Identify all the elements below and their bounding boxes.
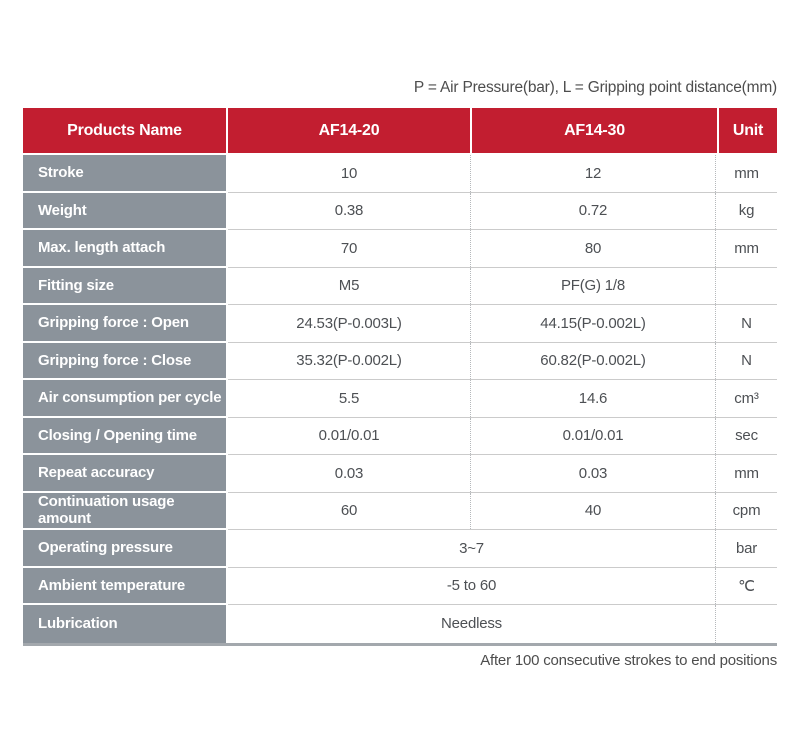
- unit-cell: N: [715, 342, 777, 379]
- value-cell: 0.72: [470, 192, 715, 229]
- table-row: Operating pressure 3~7 bar: [23, 530, 777, 568]
- row-label: Fitting size: [23, 267, 226, 305]
- row-label: Gripping force : Close: [23, 342, 226, 380]
- value-cell: 10: [340, 164, 358, 182]
- footer-note: After 100 consecutive strokes to end pos…: [480, 652, 777, 669]
- header-af14-30: AF14-30: [472, 108, 717, 153]
- table-row: Air consumption per cycle 5.5 14.6 cm³: [23, 380, 777, 418]
- unit-cell: [715, 267, 777, 304]
- value-cell: 60: [340, 502, 358, 520]
- header-af14-20: AF14-20: [228, 108, 470, 153]
- unit-cell: sec: [715, 417, 777, 454]
- row-values: 0.01/0.01 0.01/0.01 sec: [228, 417, 777, 455]
- value-cell: PF(G) 1/8: [470, 267, 715, 304]
- row-label: Gripping force : Open: [23, 305, 226, 343]
- value-cell: 0.03: [334, 464, 364, 482]
- table-row: Max. length attach 70 80 mm: [23, 230, 777, 268]
- unit-cell: mm: [715, 230, 777, 267]
- value-cell: 3~7: [459, 539, 484, 557]
- table-row: Weight 0.38 0.72 kg: [23, 192, 777, 230]
- table-row: Gripping force : Open 24.53(P-0.003L) 44.1…: [23, 305, 777, 343]
- value-cell: -5 to 60: [446, 577, 497, 595]
- pressure-legend-note: P = Air Pressure(bar), L = Gripping poin…: [413, 79, 777, 96]
- header-unit: Unit: [719, 108, 777, 153]
- value-cell: Needless: [441, 615, 502, 633]
- value-cell: 35.32(P-0.002L): [296, 352, 402, 370]
- row-values: 0.03 0.03 mm: [228, 455, 777, 493]
- unit-cell: mm: [715, 155, 777, 192]
- product-spec-table: Products Name AF14-20 AF14-30 Unit Strok…: [23, 108, 777, 646]
- unit-cell: mm: [715, 455, 777, 492]
- unit-cell: cm³: [715, 380, 777, 417]
- row-label: Ambient temperature: [23, 567, 226, 605]
- value-cell: 0.01/0.01: [318, 427, 380, 445]
- table-bottom-border: [23, 642, 777, 646]
- table-row: Gripping force : Close 35.32(P-0.002L) 60.…: [23, 342, 777, 380]
- row-label: Lubrication: [23, 605, 226, 643]
- row-label: Max. length attach: [23, 230, 226, 268]
- value-cell: 0.01/0.01: [470, 417, 715, 454]
- row-values: 0.38 0.72 kg: [228, 192, 777, 230]
- row-values: Needless: [228, 605, 777, 643]
- table-row: Closing / Opening time 0.01/0.01 0.01/0.01…: [23, 417, 777, 455]
- value-cell: 44.15(P-0.002L): [470, 305, 715, 342]
- table-row: Ambient temperature -5 to 60 ℃: [23, 567, 777, 605]
- table-row: Stroke 10 12 mm: [23, 155, 777, 193]
- table-row: Lubrication Needless: [23, 605, 777, 643]
- value-cell: 80: [470, 230, 715, 267]
- row-values: 5.5 14.6 cm³: [228, 380, 777, 418]
- row-label: Closing / Opening time: [23, 417, 226, 455]
- value-cell: 40: [470, 492, 715, 529]
- header-products-name: Products Name: [23, 108, 226, 153]
- value-cell: 0.03: [470, 455, 715, 492]
- value-cell: 5.5: [338, 389, 360, 407]
- table-body: Stroke 10 12 mm Weight 0.38 0.72 kg Max. length …: [23, 155, 777, 643]
- unit-cell: bar: [715, 530, 777, 567]
- unit-cell: N: [715, 305, 777, 342]
- value-cell: 0.38: [334, 202, 364, 220]
- row-values: 60 40 cpm: [228, 492, 777, 530]
- value-cell: 12: [470, 155, 715, 192]
- row-label: Stroke: [23, 155, 226, 193]
- row-label: Air consumption per cycle: [23, 380, 226, 418]
- row-label: Repeat accuracy: [23, 455, 226, 493]
- table-row: Continuation usage amount 60 40 cpm: [23, 492, 777, 530]
- unit-cell: cpm: [715, 492, 777, 529]
- row-values: 10 12 mm: [228, 155, 777, 193]
- row-values: -5 to 60 ℃: [228, 567, 777, 605]
- value-cell: M5: [338, 277, 360, 295]
- unit-cell: ℃: [715, 567, 777, 604]
- value-cell: 24.53(P-0.003L): [296, 314, 402, 332]
- row-values: 24.53(P-0.003L) 44.15(P-0.002L) N: [228, 305, 777, 343]
- row-values: 70 80 mm: [228, 230, 777, 268]
- unit-cell: kg: [715, 192, 777, 229]
- row-label: Operating pressure: [23, 530, 226, 568]
- row-values: M5 PF(G) 1/8: [228, 267, 777, 305]
- value-cell: 14.6: [470, 380, 715, 417]
- unit-cell: [715, 605, 777, 643]
- table-row: Fitting size M5 PF(G) 1/8: [23, 267, 777, 305]
- row-values: 3~7 bar: [228, 530, 777, 568]
- table-header-row: Products Name AF14-20 AF14-30 Unit: [23, 108, 777, 153]
- value-cell: 70: [340, 239, 358, 257]
- row-label: Continuation usage amount: [23, 492, 226, 530]
- row-values: 35.32(P-0.002L) 60.82(P-0.002L) N: [228, 342, 777, 380]
- value-cell: 60.82(P-0.002L): [470, 342, 715, 379]
- row-label: Weight: [23, 192, 226, 230]
- table-row: Repeat accuracy 0.03 0.03 mm: [23, 455, 777, 493]
